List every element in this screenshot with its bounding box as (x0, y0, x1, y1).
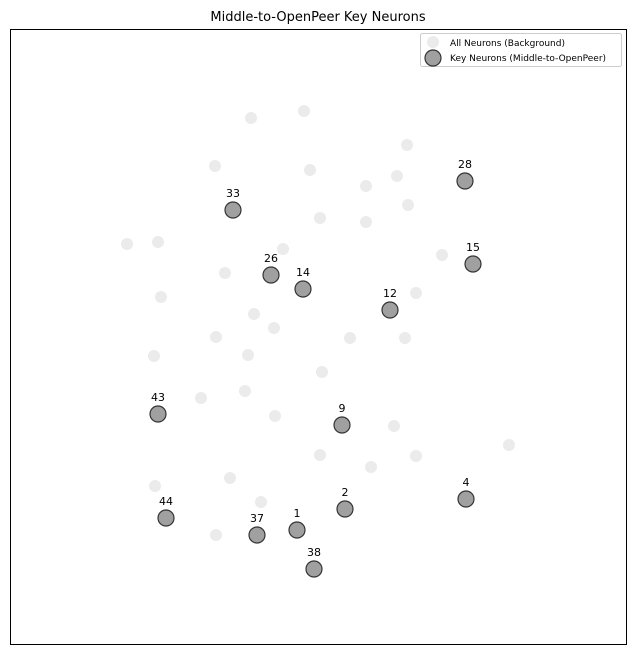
key-neuron-label-9: 9 (339, 402, 346, 415)
key-neuron-point-12 (381, 301, 399, 319)
background-neuron-point (242, 349, 254, 361)
background-neuron-point (148, 350, 160, 362)
background-neuron-point (269, 410, 281, 422)
background-neuron-point (314, 449, 326, 461)
background-neuron-point (155, 291, 167, 303)
background-neuron-point (410, 287, 422, 299)
background-neuron-point (410, 450, 422, 462)
key-neuron-point-38 (305, 560, 323, 578)
background-neuron-point (121, 238, 133, 250)
background-neuron-point (402, 199, 414, 211)
key-neuron-label-26: 26 (264, 252, 278, 265)
key-neuron-label-4: 4 (463, 476, 470, 489)
key-neuron-label-44: 44 (159, 495, 173, 508)
key-neuron-label-33: 33 (226, 187, 240, 200)
key-neuron-label-38: 38 (307, 546, 321, 559)
background-neuron-point (360, 180, 372, 192)
key-neuron-label-12: 12 (383, 287, 397, 300)
background-neuron-point (248, 308, 260, 320)
background-neuron-point (255, 496, 267, 508)
background-neuron-point (209, 160, 221, 172)
background-neuron-point (210, 529, 222, 541)
key-neuron-point-9 (333, 416, 351, 434)
background-neuron-point (401, 139, 413, 151)
background-neuron-point (314, 212, 326, 224)
background-neuron-point (149, 480, 161, 492)
key-neuron-point-43 (149, 405, 167, 423)
background-neuron-point (219, 267, 231, 279)
background-neuron-point (245, 112, 257, 124)
background-neuron-point (210, 331, 222, 343)
key-neuron-label-14: 14 (296, 266, 310, 279)
legend-marker-background (427, 36, 439, 48)
background-neurons (121, 105, 515, 541)
background-neuron-point (503, 439, 515, 451)
key-neuron-point-2 (336, 500, 354, 518)
key-neuron-point-14 (294, 280, 312, 298)
background-neuron-point (304, 164, 316, 176)
key-neuron-label-15: 15 (466, 241, 480, 254)
background-neuron-point (224, 472, 236, 484)
background-neuron-point (365, 461, 377, 473)
background-neuron-point (277, 243, 289, 255)
key-neuron-point-37 (248, 526, 266, 544)
plot-frame (10, 29, 627, 645)
legend-label-key: Key Neurons (Middle-to-OpenPeer) (450, 54, 606, 64)
background-neuron-point (391, 170, 403, 182)
legend: All Neurons (Background) Key Neurons (Mi… (420, 33, 622, 67)
background-neuron-point (436, 249, 448, 261)
key-neuron-point-33 (224, 201, 242, 219)
background-neuron-point (298, 105, 310, 117)
key-neuron-point-26 (262, 266, 280, 284)
key-neuron-point-4 (457, 490, 475, 508)
background-neuron-point (152, 236, 164, 248)
legend-label-background: All Neurons (Background) (450, 39, 565, 49)
background-neuron-point (195, 392, 207, 404)
background-neuron-point (388, 420, 400, 432)
background-neuron-point (360, 216, 372, 228)
background-neuron-point (268, 322, 280, 334)
key-neuron-point-15 (464, 255, 482, 273)
key-neuron-label-2: 2 (342, 486, 349, 499)
key-neuron-label-28: 28 (458, 158, 472, 171)
key-neuron-point-28 (456, 172, 474, 190)
key-neuron-label-37: 37 (250, 512, 264, 525)
key-neuron-label-43: 43 (151, 391, 165, 404)
background-neuron-point (399, 332, 411, 344)
key-neuron-label-1: 1 (294, 507, 301, 520)
legend-box (420, 33, 622, 67)
legend-marker-key (424, 49, 442, 67)
background-neuron-point (316, 366, 328, 378)
background-neuron-point (344, 332, 356, 344)
background-neuron-point (239, 385, 251, 397)
key-neurons (149, 172, 482, 578)
chart-title: Middle-to-OpenPeer Key Neurons (210, 10, 425, 25)
key-neuron-point-1 (288, 521, 306, 539)
key-neuron-labels: 28 33 15 26 14 12 43 9 4 2 44 1 37 38 (151, 158, 480, 559)
key-neuron-point-44 (157, 509, 175, 527)
